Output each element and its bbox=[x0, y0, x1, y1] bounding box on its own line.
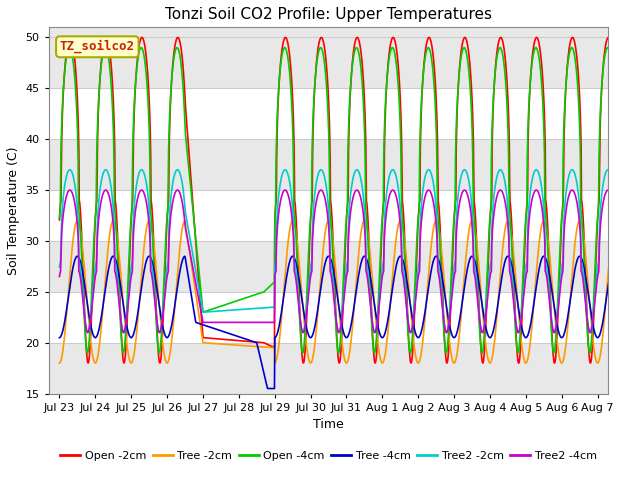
Y-axis label: Soil Temperature (C): Soil Temperature (C) bbox=[7, 146, 20, 275]
Bar bbox=[49, 292, 609, 343]
Legend: Open -2cm, Tree -2cm, Open -4cm, Tree -4cm, Tree2 -2cm, Tree2 -4cm: Open -2cm, Tree -2cm, Open -4cm, Tree -4… bbox=[56, 447, 601, 466]
Text: TZ_soilco2: TZ_soilco2 bbox=[60, 40, 135, 53]
X-axis label: Time: Time bbox=[313, 418, 344, 431]
Title: Tonzi Soil CO2 Profile: Upper Temperatures: Tonzi Soil CO2 Profile: Upper Temperatur… bbox=[165, 7, 492, 22]
Bar bbox=[49, 88, 609, 139]
Bar bbox=[49, 190, 609, 241]
